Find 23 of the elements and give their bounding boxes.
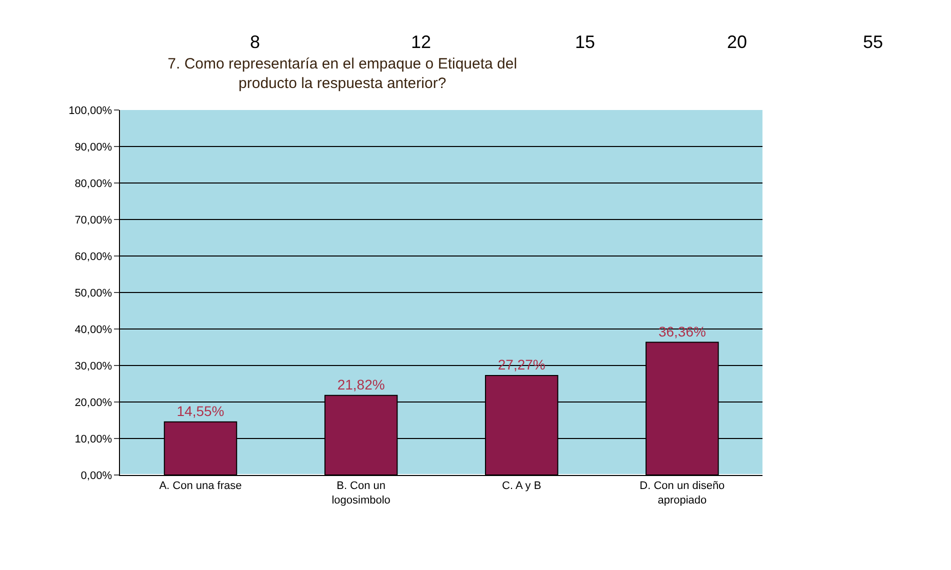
text: 15 [575, 32, 596, 52]
y-tick-label: 20,00% [74, 396, 112, 409]
y-tick-label: 30,00% [74, 360, 112, 372]
x-tick-label: D. Con un diseño apropiado [640, 480, 725, 506]
text: 55 [863, 32, 884, 52]
y-tick-label: 40,00% [74, 324, 112, 336]
x-tick-label: C. A y B [502, 480, 542, 492]
chart-title: 7. Como representaría en el empaque o Etiqueta del producto la respuesta anterior? [168, 55, 518, 92]
y-tick-label: 100,00% [68, 104, 112, 117]
text: 12 [411, 32, 432, 52]
y-tick-label: 60,00% [74, 250, 112, 263]
x-tick-label: B. Con un logosimbolo [332, 480, 390, 506]
x-tick-label: A. Con una frase [159, 480, 242, 492]
data-label: 21,82% [337, 376, 385, 392]
y-tick-label: 50,00% [74, 287, 112, 300]
y-tick-label: 0,00% [80, 470, 112, 482]
y-tick-label: 80,00% [74, 178, 112, 190]
y-tick-label: 70,00% [74, 214, 112, 226]
y-tick-label: 90,00% [74, 141, 112, 154]
y-tick-label: 10,00% [74, 433, 112, 446]
data-label: 14,55% [176, 402, 224, 419]
text: 20 [727, 32, 748, 52]
text: 8 [250, 32, 260, 52]
